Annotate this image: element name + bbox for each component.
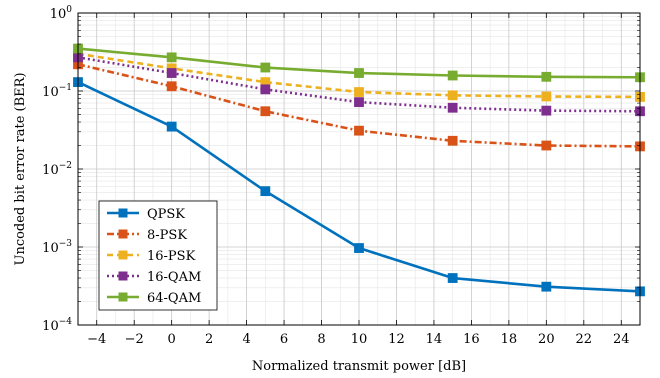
data-point [354, 97, 364, 108]
legend-marker [118, 250, 128, 260]
legend-label: QPSK [147, 207, 185, 222]
y-tick-exponent: −2 [59, 161, 72, 171]
data-point [541, 140, 552, 151]
legend-marker [118, 208, 128, 218]
y-tick-exponent: −3 [59, 239, 73, 249]
data-point [354, 87, 364, 97]
data-point [166, 68, 177, 78]
y-tick-base: 10 [42, 241, 59, 256]
y-tick-base: 10 [42, 319, 59, 334]
data-point [447, 70, 458, 81]
x-tick-label: 0 [168, 332, 176, 347]
data-point [541, 281, 552, 292]
x-tick-label: 8 [317, 332, 325, 347]
x-tick-label: 6 [280, 332, 288, 347]
x-tick-label: 16 [463, 332, 480, 347]
data-point [541, 71, 552, 82]
legend-label: 8-PSK [147, 228, 187, 243]
x-tick-label: 14 [426, 332, 443, 347]
y-tick-base: 10 [50, 7, 67, 22]
y-tick-label: 10−2 [42, 161, 72, 178]
y-tick-label: 100 [50, 5, 73, 22]
legend-marker [118, 229, 128, 239]
y-tick-label: 10−4 [42, 317, 72, 334]
legend-entry: 8-PSK [107, 228, 187, 243]
legend-marker [118, 292, 128, 302]
legend-entry: 64-QAM [107, 291, 201, 306]
data-point [260, 84, 271, 95]
data-point [354, 68, 364, 78]
y-tick-base: 10 [42, 163, 59, 178]
legend-entry: 16-QAM [107, 270, 201, 285]
x-tick-labels: −4 −2 0 2 4 6 8 10 12 14 16 18 20 22 24 [87, 332, 629, 347]
data-point [354, 243, 364, 253]
x-tick-label: 22 [576, 332, 593, 347]
legend-label: 16-PSK [147, 249, 196, 264]
y-tick-exponent: 0 [66, 5, 72, 15]
data-point [166, 52, 177, 63]
x-tick-label: 4 [242, 332, 250, 347]
legend-label: 16-QAM [147, 270, 201, 285]
y-tick-exponent: −1 [59, 83, 72, 93]
legend-marker [118, 271, 128, 281]
x-tick-label: 20 [538, 332, 555, 347]
x-tick-label: −4 [87, 332, 106, 347]
data-point [260, 186, 271, 197]
x-tick-label: 10 [351, 332, 368, 347]
y-tick-label: 10−1 [42, 83, 72, 100]
data-point [260, 62, 271, 73]
x-tick-label: 2 [205, 332, 213, 347]
x-tick-label: 18 [501, 332, 518, 347]
data-point [541, 105, 552, 116]
data-point [166, 81, 177, 92]
x-tick-label: 24 [613, 332, 630, 347]
y-tick-label: 10−3 [42, 239, 72, 256]
data-point [447, 102, 458, 113]
legend: QPSK 8-PSK 16-PSK 16-QAM 64-QAM [98, 200, 218, 311]
data-point [447, 135, 458, 146]
y-axis-label: Uncoded bit error rate (BER) [13, 72, 28, 265]
legend-entry: 16-PSK [107, 249, 196, 264]
x-tick-label: 12 [388, 332, 405, 347]
data-point [260, 106, 271, 117]
data-point [447, 273, 458, 283]
y-tick-base: 10 [42, 85, 59, 100]
data-point [354, 125, 364, 136]
y-tick-exponent: −4 [59, 317, 73, 327]
data-point [166, 121, 177, 132]
x-axis-label: Normalized transmit power [dB] [252, 359, 466, 374]
x-tick-label: −2 [125, 332, 144, 347]
data-point [447, 90, 458, 101]
legend-entry: QPSK [107, 207, 185, 222]
data-point [541, 91, 552, 102]
tick-marks [78, 12, 640, 326]
legend-label: 64-QAM [147, 291, 201, 306]
